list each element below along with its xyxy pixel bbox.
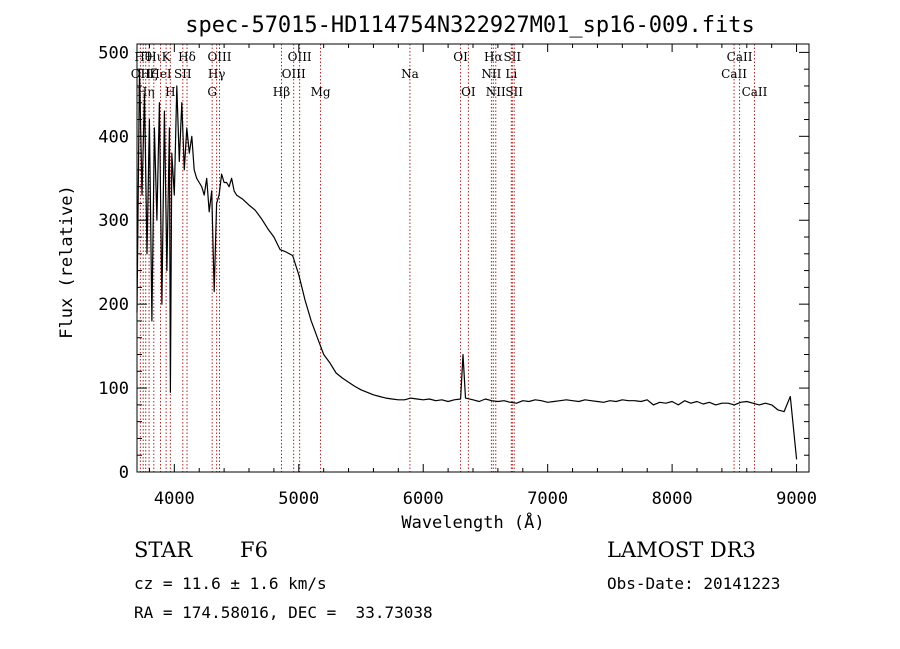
spectral-line-label: Hα — [484, 50, 503, 64]
spectral-line-label: HeI — [149, 67, 172, 81]
spectral-line-label: OIII — [282, 67, 306, 81]
x-tick-label: 9000 — [776, 489, 817, 509]
plot-frame — [136, 43, 810, 473]
spectral-line-label: Na — [401, 67, 419, 81]
survey-name: LAMOST DR3 — [607, 538, 756, 562]
x-tick-label: 7000 — [527, 489, 568, 509]
x-tick-label: 4000 — [154, 489, 195, 509]
object-subclass: F6 — [240, 538, 268, 562]
coordinates: RA = 174.58016, DEC = 33.73038 — [134, 603, 433, 622]
y-axis: 0 100 200 300 400 500 — [98, 43, 809, 483]
redshift-text: cz = 11.6 ± 1.6 km/s — [134, 574, 327, 593]
spectral-line-label: CaII — [721, 67, 747, 81]
spectral-line-label: Hγ — [208, 67, 226, 81]
spectral-line-label: Hβ — [273, 85, 290, 99]
object-class: STAR — [134, 538, 193, 562]
x-tick-label: 6000 — [403, 489, 444, 509]
spectral-line-label: Mg — [311, 85, 331, 99]
x-tick-label: 5000 — [278, 489, 319, 509]
obs-date: Obs-Date: 20141223 — [607, 574, 781, 593]
y-tick-label: 0 — [119, 463, 129, 483]
y-tick-label: 100 — [98, 379, 129, 399]
spectral-line-markers: OII Hθ Hη Hζ Hι HeI K H SII Hδ OIII Hγ G Hβ OIII OIII Mg… — [131, 44, 768, 472]
spectral-line-label: Li — [505, 67, 517, 81]
y-tick-label: 200 — [98, 295, 129, 315]
spectral-line-label: Hι — [146, 50, 161, 64]
spectral-line-label: NII — [486, 85, 506, 99]
spectral-line-label: Hθ — [134, 50, 152, 64]
spectral-line-label: G — [207, 85, 217, 99]
x-tick-label: 8000 — [652, 489, 693, 509]
spectral-line-label: SII — [505, 85, 523, 99]
y-tick-label: 500 — [98, 43, 129, 63]
spectral-line-label: OIII — [207, 50, 231, 64]
x-axis: 4000 5000 6000 7000 8000 9000 — [148, 44, 817, 509]
spectrum-series — [136, 68, 798, 460]
spectral-line-label: OI — [461, 85, 476, 99]
spectral-line-label: OII — [131, 67, 151, 81]
spectral-line-label: K — [162, 50, 172, 64]
y-axis-label: Flux (relative) — [57, 185, 77, 339]
spectral-line-label: NII — [481, 67, 501, 81]
chart-title: spec-57015-HD114754N322927M01_sp16-009.f… — [185, 13, 755, 38]
series-line — [136, 68, 798, 460]
spectral-line-label: CaII — [742, 85, 768, 99]
spectral-line-label: Hδ — [178, 50, 196, 64]
spectral-line-label: Hζ — [141, 67, 158, 81]
spectral-line-label: SII — [174, 67, 192, 81]
spectral-line-label: OI — [453, 50, 468, 64]
spectral-line-label: OIII — [288, 50, 312, 64]
spectral-line-label: H — [165, 85, 175, 99]
y-tick-label: 300 — [98, 211, 129, 231]
spectral-line-label: Hη — [137, 85, 155, 99]
spectral-line-label: SII — [503, 50, 521, 64]
x-axis-label: Wavelength (Å) — [401, 511, 544, 533]
spectral-line-label: CaII — [727, 50, 753, 64]
y-tick-label: 400 — [98, 127, 129, 147]
